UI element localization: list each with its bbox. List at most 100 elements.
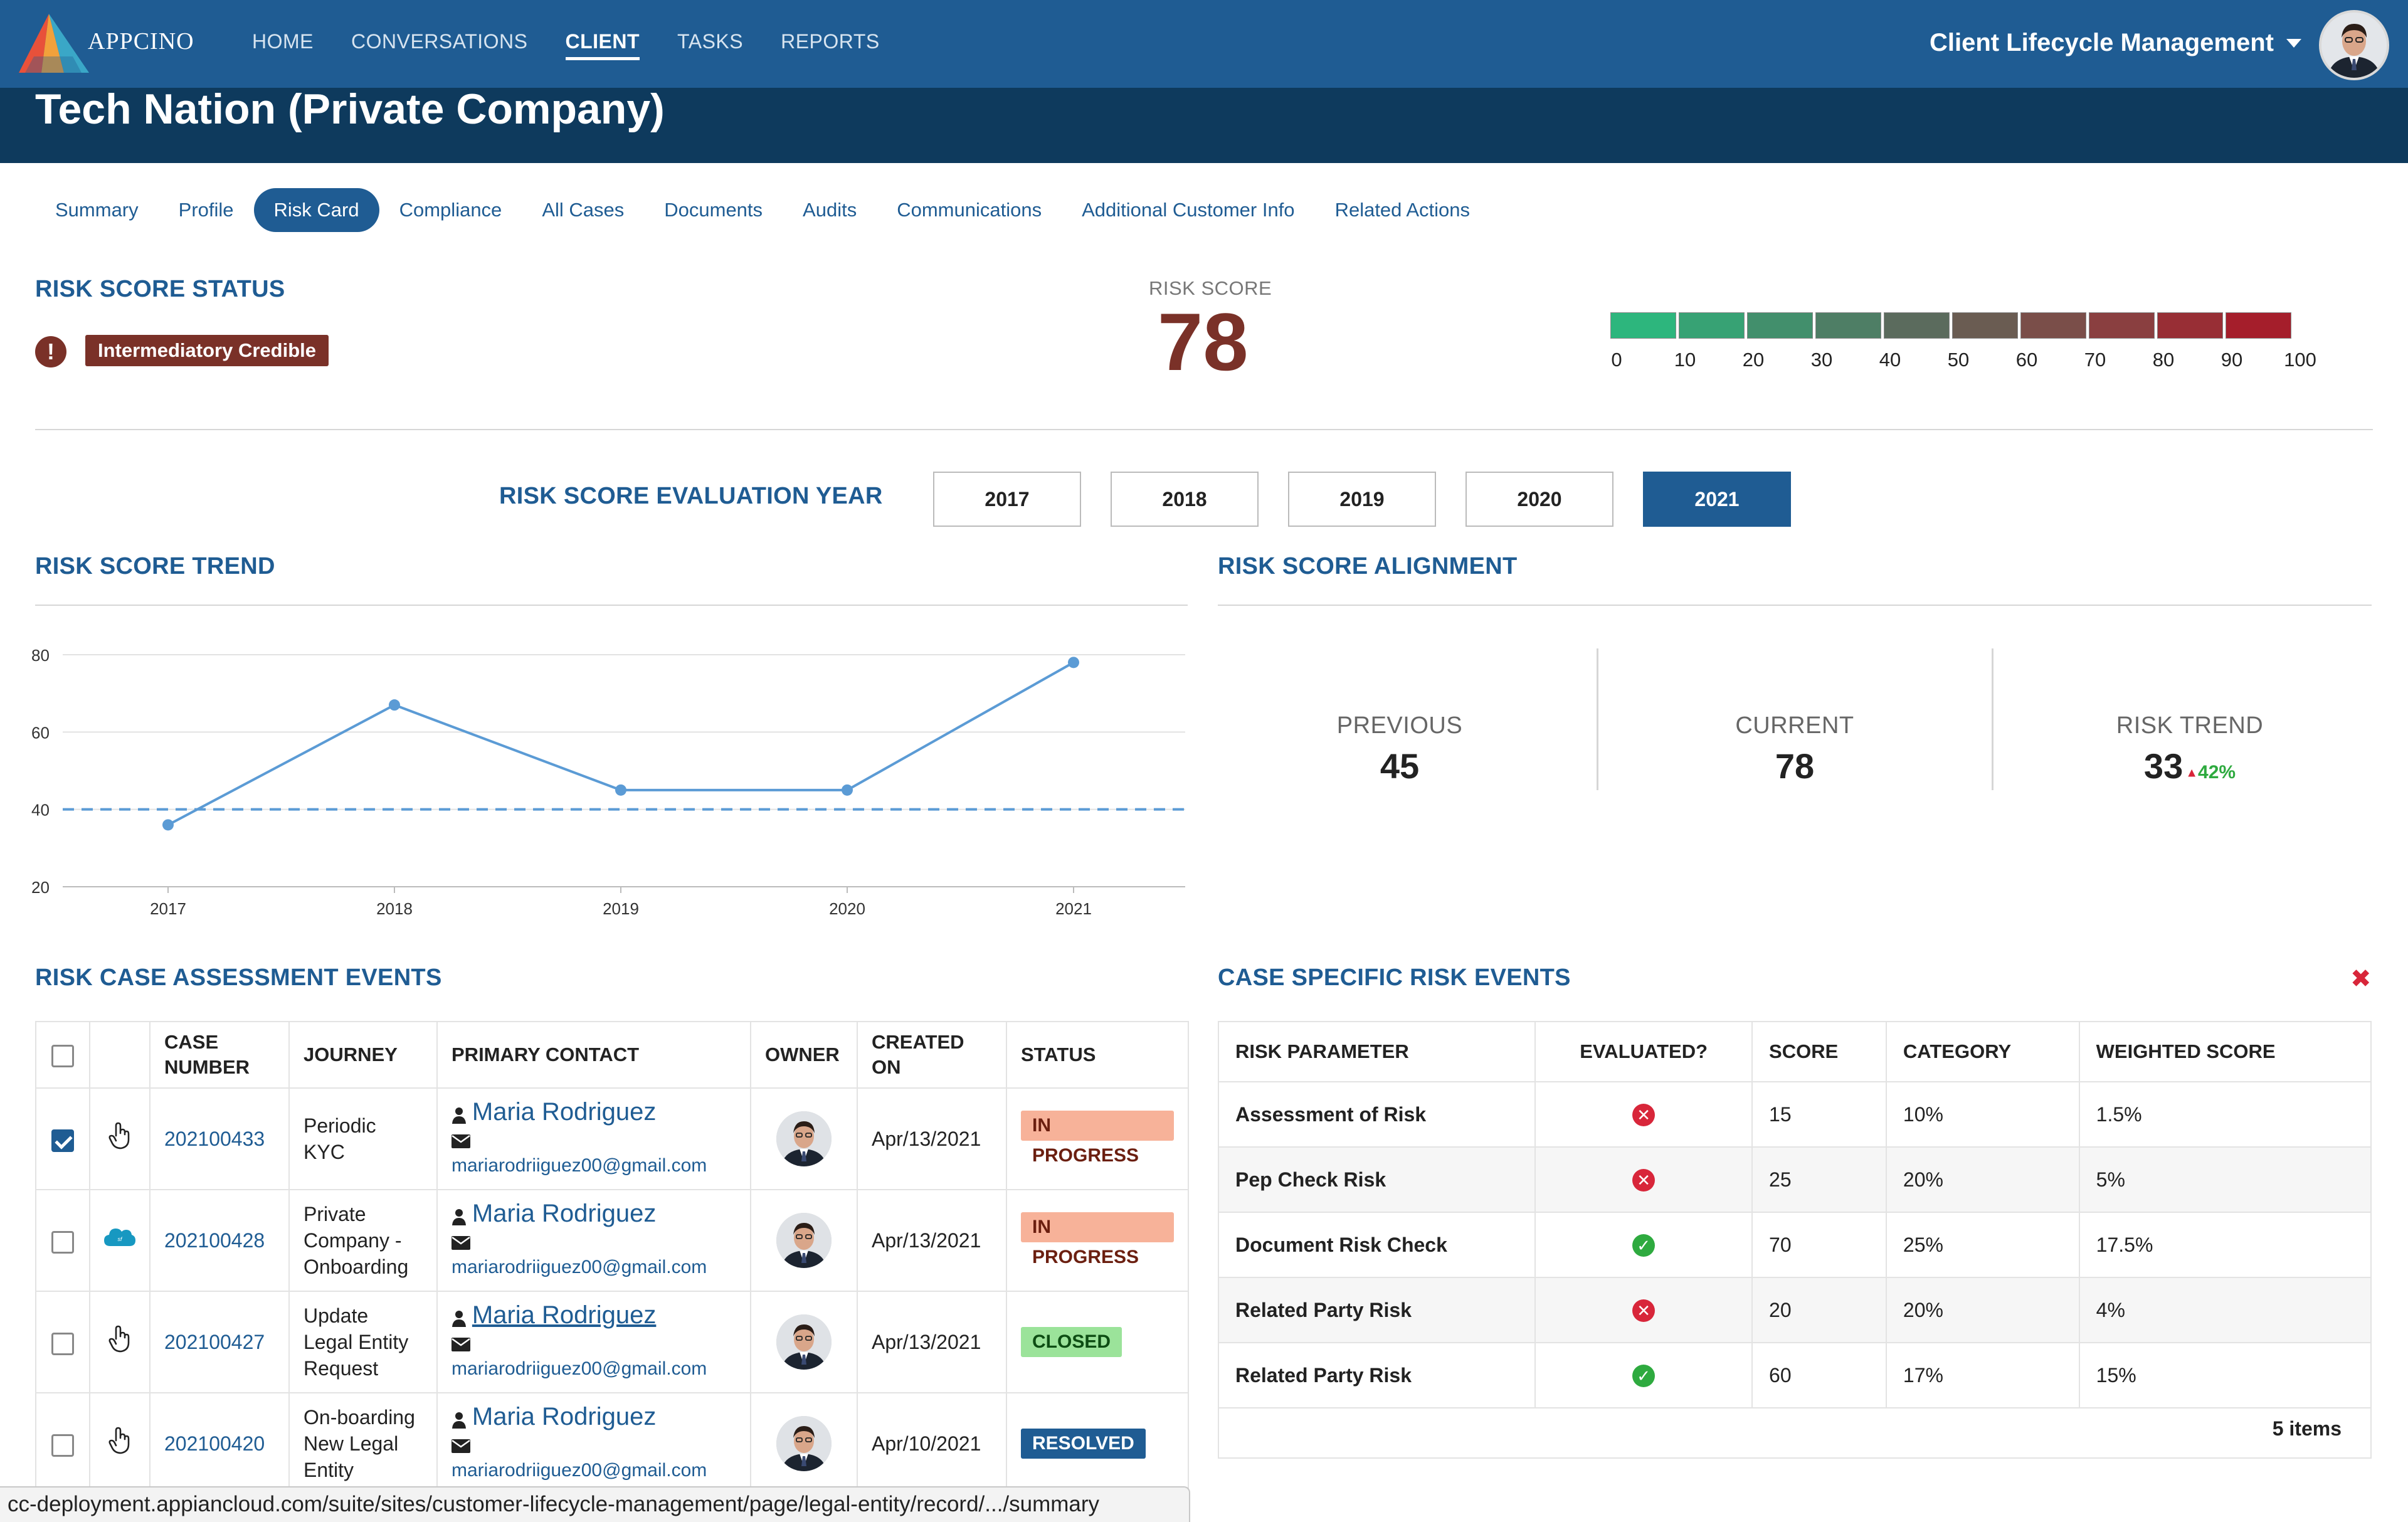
scale-tick-label: 80 xyxy=(2152,349,2175,371)
contact-name-link[interactable]: Maria Rodriguez xyxy=(472,1301,657,1329)
evaluated-cell: ✕ xyxy=(1534,1277,1753,1343)
category-cell: 20% xyxy=(1885,1146,2080,1213)
scale-tick-label: 40 xyxy=(1879,349,1901,371)
table-row[interactable]: 202100420 On-boarding New Legal Entity Ma… xyxy=(35,1392,1189,1495)
tab-compliance[interactable]: Compliance xyxy=(399,199,502,221)
current-value: 78 xyxy=(1775,746,1815,786)
contact-email-link[interactable]: mariarodriiguez00@gmail.com xyxy=(452,1155,707,1176)
tab-additional-customer-info[interactable]: Additional Customer Info xyxy=(1082,199,1295,221)
owner-avatar[interactable] xyxy=(776,1111,832,1166)
owner-avatar[interactable] xyxy=(776,1213,832,1268)
weighted-score-cell: 4% xyxy=(2078,1277,2372,1343)
column-header-score[interactable]: SCORE xyxy=(1751,1021,1887,1082)
column-header-journey[interactable]: JOURNEY xyxy=(288,1021,438,1089)
column-header-weighted-score[interactable]: WEIGHTED SCORE xyxy=(2078,1021,2372,1082)
person-icon xyxy=(452,1407,467,1429)
data-point xyxy=(615,784,626,796)
tab-related-actions[interactable]: Related Actions xyxy=(1334,199,1470,221)
row-checkbox[interactable] xyxy=(51,1129,74,1152)
nav-conversations[interactable]: CONVERSATIONS xyxy=(351,30,528,53)
tab-all-cases[interactable]: All Cases xyxy=(542,199,625,221)
contact-name-link[interactable]: Maria Rodriguez xyxy=(472,1403,657,1430)
risk-trend-chart: 20 40 60 80 2017 2018 2019 2020 2021 xyxy=(31,646,1185,918)
row-checkbox[interactable] xyxy=(51,1434,74,1457)
x-circle-icon: ✕ xyxy=(1632,1299,1656,1322)
row-select-cell xyxy=(35,1189,90,1292)
brand-name[interactable]: APPCINO xyxy=(88,28,194,55)
tab-risk-card[interactable]: Risk Card xyxy=(253,188,379,232)
tab-profile[interactable]: Profile xyxy=(178,199,234,221)
table-row[interactable]: 202100433 Periodic KYC Maria Rodriguez mar… xyxy=(35,1087,1189,1190)
score-cell: 60 xyxy=(1751,1342,1887,1408)
contact-name-link[interactable]: Maria Rodriguez xyxy=(472,1098,657,1126)
data-point xyxy=(1068,657,1079,669)
scale-tick-label: 30 xyxy=(1810,349,1833,371)
contact-email-link[interactable]: mariarodriiguez00@gmail.com xyxy=(452,1358,707,1379)
owner-avatar[interactable] xyxy=(776,1416,832,1471)
series-line xyxy=(167,661,1074,827)
column-header-primary-contact[interactable]: PRIMARY CONTACT xyxy=(436,1021,751,1089)
year-button-2020[interactable]: 2020 xyxy=(1465,472,1613,527)
year-button-2019[interactable]: 2019 xyxy=(1288,472,1436,527)
app-switcher[interactable]: Client Lifecycle Management xyxy=(1930,29,2301,57)
data-point xyxy=(389,699,400,711)
column-header-created-on[interactable]: CREATED ON xyxy=(857,1021,1007,1089)
status-badge: IN PROGRESS xyxy=(1021,1110,1174,1166)
evaluation-year-heading: RISK SCORE EVALUATION YEAR xyxy=(499,483,883,509)
table-row: Pep Check Risk ✕ 25 20% 5% xyxy=(1217,1146,2372,1213)
category-cell: 25% xyxy=(1885,1212,2080,1278)
nav-tasks[interactable]: TASKS xyxy=(677,30,744,53)
select-all-checkbox[interactable] xyxy=(51,1044,74,1067)
credibility-badge: Intermediatory Credible xyxy=(85,335,329,366)
case-number-link[interactable]: 202100420 xyxy=(164,1432,265,1455)
tab-documents[interactable]: Documents xyxy=(664,199,763,221)
case-number-link[interactable]: 202100427 xyxy=(164,1331,265,1353)
table-row[interactable]: 202100427 Update Legal Entity Request Mar… xyxy=(35,1291,1189,1393)
contact-email-link[interactable]: mariarodriiguez00@gmail.com xyxy=(452,1460,707,1481)
risk-parameter-cell: Pep Check Risk xyxy=(1217,1146,1536,1213)
owner-avatar[interactable] xyxy=(776,1314,832,1370)
contact-email-line xyxy=(452,1431,736,1457)
items-count: 5 items xyxy=(2272,1417,2342,1440)
svg-text:sf: sf xyxy=(117,1236,123,1242)
case-number-link[interactable]: 202100428 xyxy=(164,1229,265,1252)
year-button-2018[interactable]: 2018 xyxy=(1111,472,1259,527)
tab-audits[interactable]: Audits xyxy=(803,199,857,221)
case-risk-events-table: RISK PARAMETER EVALUATED? SCORE CATEGORY… xyxy=(1217,1021,2372,1408)
column-header-owner[interactable]: OWNER xyxy=(750,1021,858,1089)
created-on-cell: Apr/13/2021 xyxy=(857,1291,1007,1393)
nav-client[interactable]: CLIENT xyxy=(565,30,640,60)
divider xyxy=(35,429,2373,430)
column-header-evaluated[interactable]: EVALUATED? xyxy=(1534,1021,1753,1082)
row-checkbox[interactable] xyxy=(51,1332,74,1355)
risk-trend-value: 33 xyxy=(2143,746,2184,786)
contact-email-link[interactable]: mariarodriiguez00@gmail.com xyxy=(452,1257,707,1277)
table-row[interactable]: sf 202100428 Private Company - Onboarding … xyxy=(35,1189,1189,1292)
tab-communications[interactable]: Communications xyxy=(897,199,1042,221)
caret-down-icon xyxy=(2286,38,2301,48)
year-button-2021[interactable]: 2021 xyxy=(1643,472,1791,527)
nav-home[interactable]: HOME xyxy=(252,30,314,53)
table-footer: 5 items xyxy=(1218,1401,2372,1459)
contact-name-link[interactable]: Maria Rodriguez xyxy=(472,1200,657,1227)
year-button-2017[interactable]: 2017 xyxy=(933,472,1081,527)
column-header-case-number[interactable]: CASE NUMBER xyxy=(149,1021,290,1089)
created-on-cell: Apr/13/2021 xyxy=(857,1087,1007,1190)
contact-name-line: Maria Rodriguez xyxy=(452,1099,736,1126)
nav-reports[interactable]: REPORTS xyxy=(781,30,880,53)
scale-tick-label: 20 xyxy=(1742,349,1765,371)
column-header-status[interactable]: STATUS xyxy=(1006,1021,1189,1089)
close-icon[interactable]: ✖ xyxy=(2350,965,2372,993)
user-avatar[interactable] xyxy=(2319,10,2389,80)
column-header-category[interactable]: CATEGORY xyxy=(1885,1021,2080,1082)
weighted-score-cell: 1.5% xyxy=(2078,1081,2372,1148)
case-number-link[interactable]: 202100433 xyxy=(164,1128,265,1150)
record-header: Tech Nation (Private Company) xyxy=(0,88,2408,163)
column-header-risk-parameter[interactable]: RISK PARAMETER xyxy=(1217,1021,1536,1082)
row-checkbox[interactable] xyxy=(51,1230,74,1254)
previous-label: PREVIOUS xyxy=(1336,712,1463,739)
data-point xyxy=(842,784,853,796)
score-cell: 20 xyxy=(1751,1277,1887,1343)
scale-tick-label: 10 xyxy=(1674,349,1696,371)
tab-summary[interactable]: Summary xyxy=(55,199,139,221)
